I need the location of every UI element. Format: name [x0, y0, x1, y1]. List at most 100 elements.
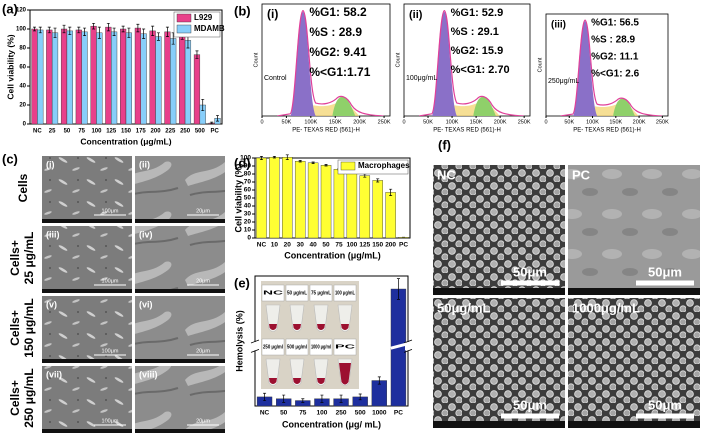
y-tick-label: 0: [23, 122, 27, 128]
y-tick-label: 10: [244, 227, 252, 234]
error-bar: [165, 26, 169, 37]
sem-image: [433, 165, 565, 295]
sem-image: [568, 165, 700, 295]
row-label: Cells: [16, 173, 30, 202]
vial-label-box: [333, 284, 357, 302]
tile-label: (viii): [139, 369, 158, 379]
bar: [294, 160, 306, 239]
scale-label: 50μm: [513, 265, 547, 280]
scale-bar: [94, 424, 126, 426]
sem-image: [135, 366, 225, 433]
axis-break: [390, 342, 407, 350]
bar: [31, 28, 38, 125]
x-tick-label: 50: [64, 129, 71, 135]
bar: [372, 180, 383, 239]
cell-cycle-stat: %<G1:1.71: [309, 65, 370, 79]
x-tick-label: 125: [106, 129, 117, 135]
x-axis-label: Concentration (μg/mL): [80, 136, 171, 146]
x-tick-label: 250K: [656, 119, 669, 125]
error-bar: [215, 115, 219, 122]
sem-image: [42, 296, 132, 363]
sem-info-bar: [568, 288, 700, 295]
bar: [90, 25, 97, 125]
error-bar: [106, 22, 110, 32]
scale-bar: [187, 214, 219, 216]
x-tick-label: PC: [210, 129, 219, 135]
row-label: Cells+: [8, 240, 22, 276]
x-axis-label: Concentration (μg/mL): [284, 250, 381, 260]
scale-bar: [187, 354, 219, 356]
y-tick-label: 20: [19, 103, 26, 109]
vial-liquid: [317, 378, 325, 384]
error-bar: [195, 50, 199, 59]
x-tick-label: 0: [544, 119, 547, 125]
x-tick-label: 75: [335, 242, 343, 249]
bar: [51, 32, 59, 125]
row-label: 150 μg/mL: [22, 298, 36, 357]
bar: [320, 164, 332, 239]
y-tick-label: 40: [244, 203, 252, 210]
sample-label: 250μg/mL: [548, 78, 579, 85]
tile-label: (iv): [139, 229, 153, 239]
scale-bar: [501, 280, 559, 286]
sem-info-bar: [433, 288, 565, 295]
error-bar: [142, 28, 146, 39]
error-bar: [282, 394, 286, 403]
x-axis-label: PE- TEXAS RED (561)-H: [433, 128, 501, 134]
error-bar: [127, 27, 131, 38]
scale-label: 20μm: [196, 348, 210, 354]
scale-label: 100μm: [102, 208, 119, 214]
x-tick-label: 150K: [470, 119, 483, 125]
x-tick-label: PC: [394, 410, 403, 417]
sem-image: [42, 366, 132, 433]
y-tick-label: 30: [244, 211, 252, 218]
x-tick-label: 100: [317, 410, 328, 417]
x-tick-label: NC: [257, 242, 267, 249]
legend-label: Macrophages: [358, 161, 410, 170]
row-label: 25 μg/mL: [22, 232, 36, 285]
cell-cycle-stat: %G1: 58.2: [309, 5, 367, 19]
vial-liquid: [317, 324, 325, 330]
x-tick-label: 200K: [633, 119, 646, 125]
x-tick-label: 250: [180, 129, 191, 135]
bar: [269, 156, 280, 239]
scale-label: 100μm: [102, 418, 119, 424]
legend-box: [337, 159, 409, 175]
x-tick-label: 150: [372, 242, 383, 249]
y-tick-label: 90: [244, 163, 252, 170]
scale-label: 50μm: [648, 398, 682, 413]
error-bar: [97, 26, 101, 39]
sem-image: [135, 296, 225, 363]
panel-label: (d): [234, 155, 251, 170]
x-axis-label: PE- TEXAS RED (561)-H: [292, 128, 360, 134]
bar: [111, 31, 118, 125]
error-bar: [156, 32, 160, 41]
y-tick-label: 80: [19, 46, 26, 52]
error-bar: [272, 156, 276, 159]
vial-label: 75 μg/mL: [311, 290, 332, 296]
plot-frame: [545, 13, 669, 117]
error-bar: [301, 398, 305, 403]
bar: [75, 29, 82, 125]
cell-cycle-stat: %<G1: 2.70: [451, 64, 510, 76]
bar: [346, 172, 358, 239]
axis-break-gap: [405, 342, 411, 351]
axis-break: [250, 339, 260, 353]
x-tick-label: NC: [260, 410, 270, 417]
bar: [282, 156, 293, 239]
y-tick-label: 0: [247, 235, 251, 242]
y-tick-label: 20: [244, 219, 252, 226]
error-bar: [53, 27, 57, 38]
sample-label: Control: [264, 75, 287, 82]
x-tick-label: 200: [385, 242, 396, 249]
bar: [333, 168, 345, 239]
error-bar: [320, 394, 324, 403]
panel-label: (a): [2, 1, 18, 16]
x-tick-label: 175: [136, 129, 147, 135]
vial-liquid: [341, 324, 349, 330]
x-tick-label: 200K: [494, 119, 507, 125]
cell-cycle-stat: %G2: 15.9: [451, 45, 504, 57]
scale-label: 50μm: [648, 265, 682, 280]
x-tick-label: 30: [297, 242, 305, 249]
bar: [193, 54, 201, 125]
